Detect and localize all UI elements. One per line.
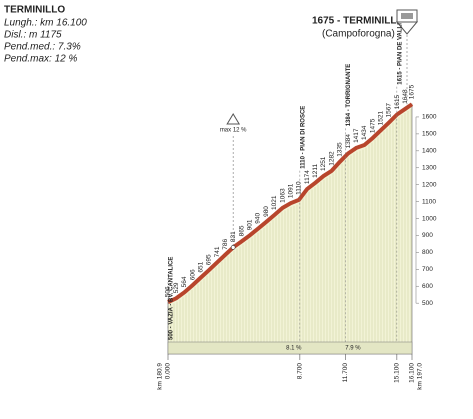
finish-name: 1675 - TERMINILLO: [312, 16, 404, 27]
altitude-label: 1615: [394, 95, 401, 110]
y-tick-label: 1000: [422, 215, 437, 222]
altitude-label: 529: [173, 282, 180, 293]
max-icon: [226, 113, 241, 125]
x-tick-label: 15.100: [394, 363, 401, 383]
altitude-label: 1675: [409, 84, 416, 99]
finish-sub: (Campoforogna): [322, 29, 395, 40]
info: Disl.: m 1175: [4, 30, 62, 41]
altitude-label: 695: [206, 254, 213, 265]
altitude-label: 1567: [386, 103, 393, 118]
altitude-label: 1475: [369, 118, 376, 133]
max-dot: [230, 245, 236, 250]
altitude-label: 606: [189, 269, 196, 280]
altitude-label: 865: [238, 225, 245, 236]
altitude-label: 1648: [402, 89, 409, 104]
place-label: 1110 - PIAN DI ROSCE: [300, 106, 306, 169]
place-label: 1615 - PIAN DE VALLI: [397, 23, 403, 85]
place-label: 1384 - TORRIGNANTE: [346, 64, 352, 127]
x-tick-label: 8.700: [297, 363, 304, 380]
altitude-label: 831: [230, 231, 237, 242]
altitude-label: 1021: [271, 195, 278, 210]
altitude-label: 940: [255, 212, 262, 223]
km-end: km 197.0: [417, 363, 424, 390]
area-fill: [167, 103, 413, 355]
x-tick-label: 0.000: [165, 363, 172, 380]
km-start: km 180.9: [157, 363, 164, 390]
profile-line: [167, 102, 414, 304]
altitude-label: 980: [263, 206, 270, 217]
altitude-label: 786: [222, 239, 229, 250]
info: Pend.max: 12 %: [4, 54, 77, 65]
x-tick-label: 11.700: [342, 363, 349, 383]
y-tick-label: 1300: [422, 164, 437, 171]
max-label: max 12 %: [220, 128, 247, 134]
altitude-label: 1174: [304, 170, 311, 184]
gradient-label: 8.1 %: [286, 346, 302, 352]
altitude-label: 1251: [320, 156, 327, 171]
altitude-label: 1063: [279, 188, 286, 203]
altitude-label: 1110: [296, 181, 303, 195]
altitude-label: 1335: [337, 142, 344, 157]
altitude-label: 741: [214, 246, 221, 257]
y-tick-label: 500: [422, 300, 433, 307]
altitude-label: 901: [247, 219, 254, 230]
altitude-label: 1211: [312, 163, 319, 177]
place-label: 500 - VAZIA - BV. CANTALICE: [169, 257, 175, 340]
base-strip: [167, 341, 413, 355]
y-tick-label: 1500: [422, 131, 437, 138]
y-tick-label: 1400: [422, 148, 437, 155]
y-tick-label: 1600: [422, 114, 437, 121]
altitude-label: 1091: [287, 183, 294, 198]
altitude-label: 651: [197, 261, 204, 272]
y-tick-label: 1100: [422, 198, 436, 205]
altitude-label: 564: [181, 276, 188, 287]
altitude-label: 1417: [353, 128, 360, 143]
altitude-label: 1384: [345, 134, 352, 149]
altitude-label: 1521: [377, 110, 384, 125]
info: Pend.med.: 7.3%: [4, 42, 81, 53]
y-tick-label: 600: [422, 283, 433, 290]
y-tick-label: 1200: [422, 181, 437, 188]
y-tick-label: 800: [422, 249, 433, 256]
title: TERMINILLO: [4, 5, 65, 16]
y-tick-label: 700: [422, 266, 433, 273]
finish-icon: [395, 9, 419, 35]
altitude-label: 1282: [328, 151, 335, 166]
altitude-label: 1434: [361, 125, 368, 140]
gradient-label: 7.9 %: [345, 346, 361, 352]
y-tick-label: 900: [422, 232, 433, 239]
info: Lungh.: km 16.100: [4, 18, 87, 29]
x-tick-label: 16.100: [409, 363, 416, 383]
